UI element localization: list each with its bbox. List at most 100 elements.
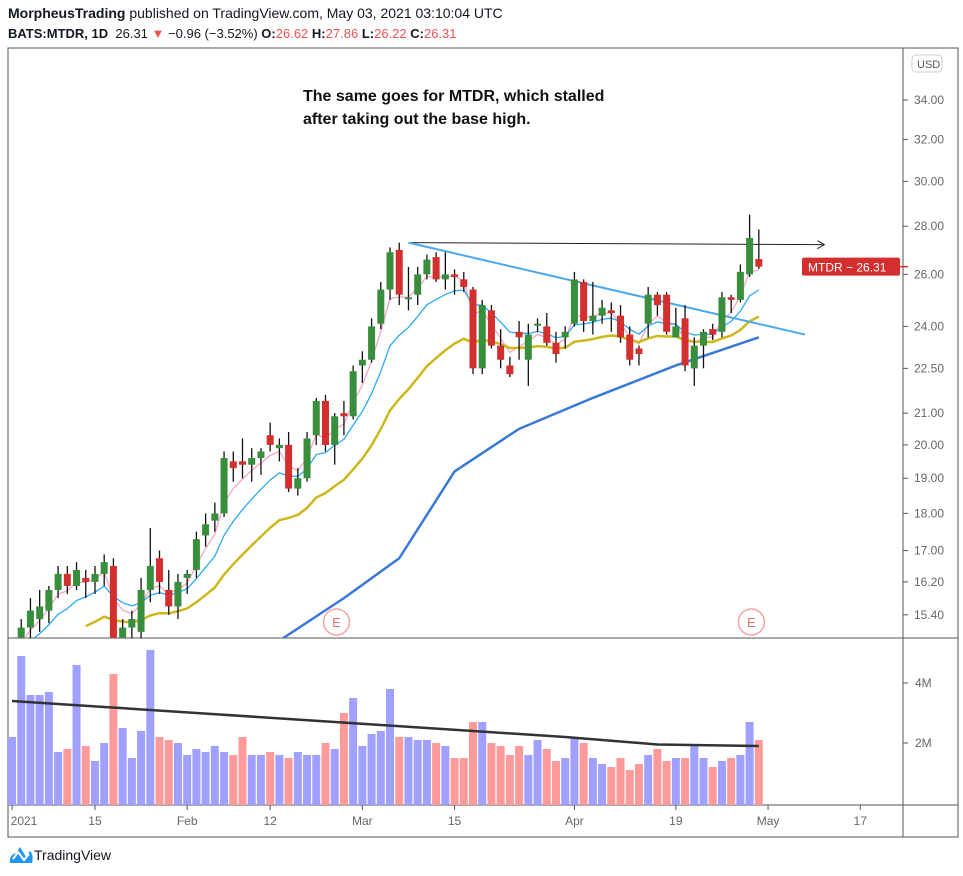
- volume-bar: [26, 695, 35, 805]
- candle-down: [395, 249, 403, 295]
- close-label: C:: [410, 26, 424, 41]
- candle-down: [63, 573, 71, 586]
- candle-up: [561, 331, 569, 338]
- volume-bar: [164, 740, 173, 805]
- earnings-marker: [322, 608, 351, 636]
- candle-down: [709, 329, 717, 335]
- volume-bar: [386, 689, 395, 805]
- candle-down: [451, 274, 459, 277]
- candle-up: [672, 326, 680, 338]
- volume-bar: [330, 749, 339, 805]
- candle-up: [386, 252, 394, 290]
- candle-up: [303, 438, 311, 479]
- volume-bar: [496, 746, 505, 805]
- candle-down: [552, 342, 560, 355]
- volume-ma-line: [11, 699, 759, 748]
- candle-up: [368, 326, 376, 360]
- publish-text: published on TradingView.com, May 03, 20…: [129, 5, 503, 21]
- candle-down: [727, 297, 735, 300]
- volume-bar: [35, 695, 44, 805]
- volume-bar: [542, 749, 551, 805]
- earnings-marker-label: E: [332, 615, 341, 630]
- candle-up: [137, 589, 145, 632]
- candle-up: [257, 451, 265, 459]
- candle-up: [128, 619, 136, 628]
- candle-up: [202, 524, 210, 536]
- candle-down: [515, 331, 523, 338]
- annotation-text: The same goes for MTDR, which stalled: [303, 88, 604, 105]
- candle-up: [644, 294, 652, 324]
- time-tick-label: Apr: [565, 814, 584, 828]
- volume-bar: [404, 737, 413, 805]
- candle-down: [285, 444, 293, 489]
- volume-bar: [349, 698, 358, 805]
- candle-down: [681, 318, 689, 366]
- low-label: L:: [361, 26, 375, 41]
- volume-bar: [201, 752, 210, 805]
- candle-up: [119, 627, 127, 638]
- volume-bar: [155, 737, 164, 805]
- symbol: BATS:MTDR, 1D: [8, 26, 109, 41]
- slow-ma-line: [85, 315, 760, 628]
- volume-bar: [312, 755, 321, 805]
- author: MorpheusTrading: [8, 5, 126, 21]
- volume-bar: [745, 722, 754, 805]
- volume-bar: [570, 737, 579, 805]
- earnings-marker-label: E: [747, 615, 756, 630]
- volume-bar: [515, 746, 524, 805]
- volume-bar: [616, 758, 625, 805]
- volume-bar: [173, 743, 182, 805]
- volume-bar: [727, 758, 736, 805]
- candle-up: [54, 573, 62, 590]
- volume-bar: [551, 761, 560, 805]
- volume-bar: [717, 761, 726, 805]
- currency-label: USD: [917, 59, 940, 71]
- candle-up: [192, 539, 200, 570]
- volume-bar: [81, 746, 90, 805]
- candle-up: [700, 331, 707, 346]
- candle-up: [478, 305, 486, 369]
- candle-up: [91, 573, 99, 582]
- earnings-marker: [737, 608, 766, 636]
- candle-down: [229, 461, 237, 469]
- candle-up: [17, 627, 25, 638]
- candle-down: [239, 461, 246, 465]
- volume-bar: [459, 758, 468, 805]
- close-value: 26.31: [423, 26, 457, 41]
- time-tick-label: 19: [669, 814, 683, 828]
- volume-bar: [524, 755, 533, 805]
- candle-down: [460, 279, 468, 287]
- time-tick-label: 12: [263, 814, 277, 828]
- price-tick-label: 17.00: [914, 544, 944, 558]
- volume-bar: [441, 746, 450, 805]
- candle-down: [156, 558, 164, 582]
- volume-bar: [72, 665, 81, 805]
- volume-tick-label: 2M: [915, 736, 932, 750]
- time-tick-label: Feb: [177, 814, 198, 828]
- candle-up: [100, 562, 108, 574]
- volume-bar: [754, 740, 763, 805]
- price-tick-label: 32.00: [914, 132, 944, 146]
- volume-bar: [662, 761, 671, 805]
- volume-bar: [708, 767, 717, 805]
- time-tick-label: Mar: [352, 814, 373, 828]
- candle-up: [598, 307, 606, 316]
- volume-bar: [17, 656, 26, 805]
- volume-bar: [339, 713, 348, 805]
- volume-bar: [54, 752, 63, 805]
- tradingview-logo[interactable]: TradingView: [8, 845, 111, 865]
- open-value: 26.62: [275, 26, 309, 41]
- volume-bar: [210, 746, 219, 805]
- candle-up: [331, 416, 339, 445]
- candle-down: [653, 294, 661, 306]
- candle-down: [487, 310, 495, 346]
- volume-bar: [625, 770, 634, 805]
- price-tick-label: 15.40: [914, 608, 944, 622]
- volume-bar: [607, 767, 616, 805]
- time-tick-label: 15: [448, 814, 462, 828]
- tradingview-logo-text: TradingView: [34, 847, 112, 863]
- candle-up: [589, 315, 597, 322]
- candle-down: [497, 345, 505, 360]
- volume-bar: [266, 752, 275, 805]
